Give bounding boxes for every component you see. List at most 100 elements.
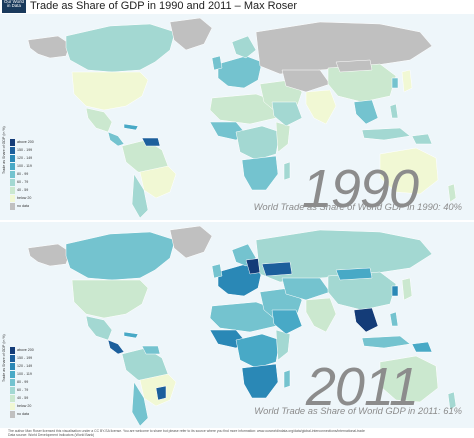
legend-item: above 200 (10, 138, 34, 146)
legend-title: Trade as Share of GDP (in %) (2, 126, 6, 174)
brazil-region (139, 165, 177, 199)
mongolia-region (335, 267, 373, 281)
legend-item: 120 - 149 (10, 362, 32, 370)
caption-1990: World Trade as Share of World GDP in 199… (253, 201, 462, 212)
legend-swatch (10, 394, 15, 402)
new-zealand-region (447, 391, 457, 411)
mexico-region (85, 107, 113, 133)
legend-item: below 20 (10, 194, 31, 202)
legend-item: 100 - 119 (10, 370, 32, 378)
usa-region (71, 71, 149, 111)
legend-swatch (10, 386, 15, 394)
legend-item: no data (10, 202, 29, 210)
australia-region (379, 147, 439, 195)
caribbean-region (123, 123, 139, 131)
venezuela-region (141, 345, 161, 355)
southern-africa-region (241, 155, 279, 191)
legend-swatch (10, 186, 15, 194)
arabia-region (271, 101, 303, 127)
year-label-2011: 2011 (305, 357, 419, 417)
central-asia-region (281, 277, 331, 301)
legend-swatch (10, 162, 15, 170)
southern-cone-region (131, 173, 149, 219)
legend-swatch (10, 354, 15, 362)
legend-item: 100 - 119 (10, 162, 32, 170)
uk-region (211, 263, 223, 279)
uk-region (211, 55, 223, 71)
papua-region (411, 341, 433, 353)
japan-region (401, 69, 413, 93)
caption-2011: World Trade as Share of World GDP in 201… (254, 405, 462, 416)
central-africa-region (235, 125, 281, 161)
legend-item: 80 - 99 (10, 378, 28, 386)
legend-item: 150 - 199 (10, 146, 32, 154)
central-america-region (107, 131, 125, 147)
legend-swatch (10, 146, 15, 154)
canada-region (65, 23, 176, 73)
north-africa-region (209, 301, 279, 333)
legend-item: no data (10, 410, 29, 418)
legend-item: 40 - 59 (10, 394, 28, 402)
legend-swatch (10, 370, 15, 378)
southern-africa-region (241, 363, 279, 399)
japan-region (401, 277, 413, 301)
legend-item: 80 - 99 (10, 170, 28, 178)
mexico-region (85, 315, 113, 341)
ukraine-belarus-region (261, 261, 293, 277)
greenland-region (169, 17, 213, 51)
paraguay-region (155, 385, 167, 401)
korea-region (391, 285, 399, 297)
russia-region (255, 229, 433, 283)
europe-region (217, 55, 263, 89)
legend-swatch (10, 346, 15, 354)
legend-item: 40 - 59 (10, 186, 28, 194)
map-panel-1990: Trade as Share of GDP (in %) above 200 1… (0, 14, 474, 220)
logo-line-2: in Data (7, 3, 21, 9)
alaska-region (27, 243, 71, 267)
legend-swatch (10, 202, 15, 210)
ussr-region (255, 21, 433, 75)
map-panel-2011: Trade as Share of GDP (in %) above 200 1… (0, 222, 474, 428)
legend-swatch (10, 410, 15, 418)
legend-item: 60 - 79 (10, 178, 28, 186)
page-title: Trade as Share of GDP in 1990 and 2011 –… (30, 0, 298, 12)
canada-region (65, 231, 176, 281)
australia-region (379, 355, 439, 403)
indonesia-region (361, 335, 411, 349)
korea-region (391, 77, 399, 89)
header: Our World in Data Trade as Share of GDP … (0, 0, 474, 14)
legend-item: above 200 (10, 346, 34, 354)
legend-title: Trade as Share of GDP (in %) (2, 334, 6, 382)
papua-region (411, 133, 433, 145)
new-zealand-region (447, 183, 457, 203)
mongolia-region (335, 59, 373, 73)
legend-swatch (10, 362, 15, 370)
legend-swatch (10, 170, 15, 178)
china-region (327, 63, 397, 103)
usa-region (71, 279, 149, 319)
central-america-region (107, 339, 125, 355)
footer-source: Data source: World Development Indicator… (8, 433, 95, 437)
philippines-region (389, 311, 399, 327)
india-region (305, 297, 337, 333)
se-asia-region (353, 307, 379, 333)
world-map-1990 (27, 17, 457, 219)
caribbean-region (123, 331, 139, 339)
footer-license: The author Max Roser licensed this visua… (8, 429, 365, 433)
greenland-region (169, 225, 213, 259)
philippines-region (389, 103, 399, 119)
north-africa-region (209, 93, 279, 125)
legend-swatch (10, 154, 15, 162)
world-map-2011 (27, 225, 457, 427)
east-africa-region (275, 329, 291, 361)
madagascar-region (283, 161, 291, 181)
madagascar-region (283, 369, 291, 389)
legend-swatch (10, 138, 15, 146)
scandinavia-region (231, 35, 257, 59)
owid-logo[interactable]: Our World in Data (2, 0, 26, 13)
year-label-1990: 1990 (301, 159, 419, 219)
legend-swatch (10, 194, 15, 202)
legend-swatch (10, 402, 15, 410)
arabia-region (271, 309, 303, 335)
central-asia-region (281, 69, 331, 93)
